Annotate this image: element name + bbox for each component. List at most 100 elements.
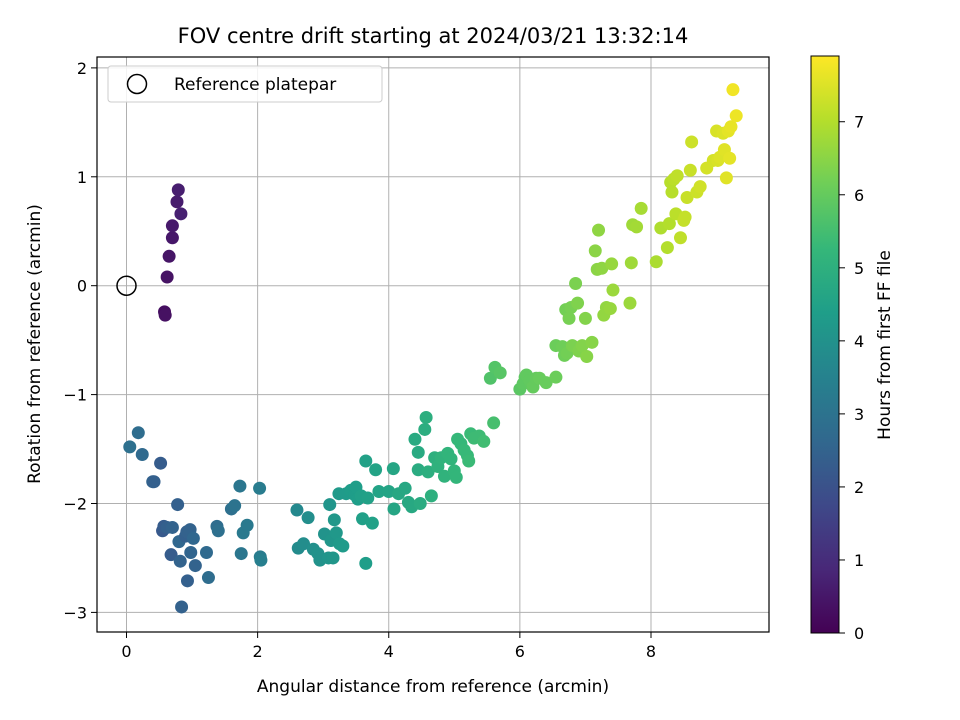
data-point [662, 217, 676, 231]
data-point [595, 261, 609, 275]
data-point [188, 559, 202, 573]
legend: Reference platepar [107, 65, 383, 103]
data-point [297, 537, 311, 551]
data-point [253, 481, 267, 495]
data-point [154, 456, 168, 470]
data-point [605, 257, 619, 271]
data-point [726, 83, 740, 97]
data-point [162, 249, 176, 263]
data-point [634, 201, 648, 215]
data-point [673, 231, 687, 245]
data-point [683, 163, 697, 177]
data-point [660, 241, 674, 255]
data-point [359, 454, 373, 468]
data-point [421, 465, 435, 479]
data-point [649, 255, 663, 269]
colorbar-label: Hours from first FF file [875, 250, 895, 440]
data-point [424, 489, 438, 503]
data-point [603, 302, 617, 316]
x-tick-label: 2 [253, 642, 263, 661]
colorbar-tick-label: 7 [854, 113, 864, 132]
data-point [361, 491, 375, 505]
data-point [678, 210, 692, 224]
data-point [164, 548, 178, 562]
reference-marker-layer [116, 275, 137, 296]
data-point [418, 422, 432, 436]
data-point [382, 485, 396, 499]
data-point [327, 513, 341, 527]
data-point [693, 180, 707, 194]
data-point [171, 183, 185, 197]
colorbar-tick-label: 6 [854, 186, 864, 205]
plot-frame [96, 56, 770, 633]
data-point [477, 434, 491, 448]
data-point [365, 516, 379, 530]
data-point [408, 432, 422, 446]
data-point [623, 296, 637, 310]
colorbar-gradient [810, 55, 840, 634]
data-point [369, 463, 383, 477]
data-point [729, 109, 743, 123]
data-point [173, 554, 187, 568]
data-point [372, 485, 386, 499]
x-tick-label: 0 [121, 642, 131, 661]
colorbar-ticks: 0 1 2 3 4 5 6 7 [839, 113, 864, 643]
data-point [719, 171, 733, 185]
data-point [165, 520, 179, 534]
data-point [386, 462, 400, 476]
data-point [170, 195, 184, 209]
plot-area: 0 2 4 6 8 −3 −2 −1 0 1 2 [63, 56, 770, 661]
data-point [680, 190, 694, 204]
y-axis-label: Rotation from reference (arcmin) [25, 204, 45, 484]
data-point [201, 571, 215, 585]
data-point [670, 169, 684, 183]
data-point [199, 546, 213, 560]
data-point [592, 223, 606, 237]
data-point [398, 481, 412, 495]
data-point [356, 512, 370, 526]
data-point [359, 556, 373, 570]
legend-marker-icon [126, 73, 148, 95]
data-point [585, 335, 599, 349]
data-point [240, 518, 254, 532]
data-point [158, 308, 172, 322]
data-point [580, 349, 594, 363]
colorbar-tick-label: 3 [854, 405, 864, 424]
data-point [165, 219, 179, 233]
legend-entry-reference: Reference platepar [174, 75, 336, 95]
colorbar-tick-label: 4 [854, 332, 864, 351]
data-point [180, 574, 194, 588]
data-point [493, 366, 507, 380]
data-point [487, 416, 501, 430]
y-axis-ticks: −3 −2 −1 0 1 2 [63, 59, 97, 622]
data-point [184, 546, 198, 560]
data-point [228, 499, 242, 513]
data-point [147, 475, 161, 489]
data-point [186, 531, 200, 545]
data-point [254, 553, 268, 567]
grid-lines [97, 57, 769, 632]
data-point [174, 207, 188, 221]
data-point [462, 454, 476, 468]
data-point [562, 311, 576, 325]
data-point [624, 256, 638, 270]
data-point [539, 376, 553, 390]
data-point [588, 244, 602, 258]
colorbar-tick-label: 0 [854, 624, 864, 643]
data-point [131, 426, 145, 440]
data-point [665, 185, 679, 199]
data-point [549, 370, 563, 384]
x-tick-label: 8 [646, 642, 656, 661]
y-tick-label: −2 [63, 494, 87, 513]
data-point [165, 231, 179, 245]
data-point [301, 511, 315, 525]
x-tick-label: 4 [384, 642, 394, 661]
data-point [323, 498, 337, 512]
data-point [413, 496, 427, 510]
data-point [234, 547, 248, 561]
data-point [160, 270, 174, 284]
x-tick-label: 6 [515, 642, 525, 661]
data-point [233, 479, 247, 493]
colorbar-tick-label: 1 [854, 551, 864, 570]
